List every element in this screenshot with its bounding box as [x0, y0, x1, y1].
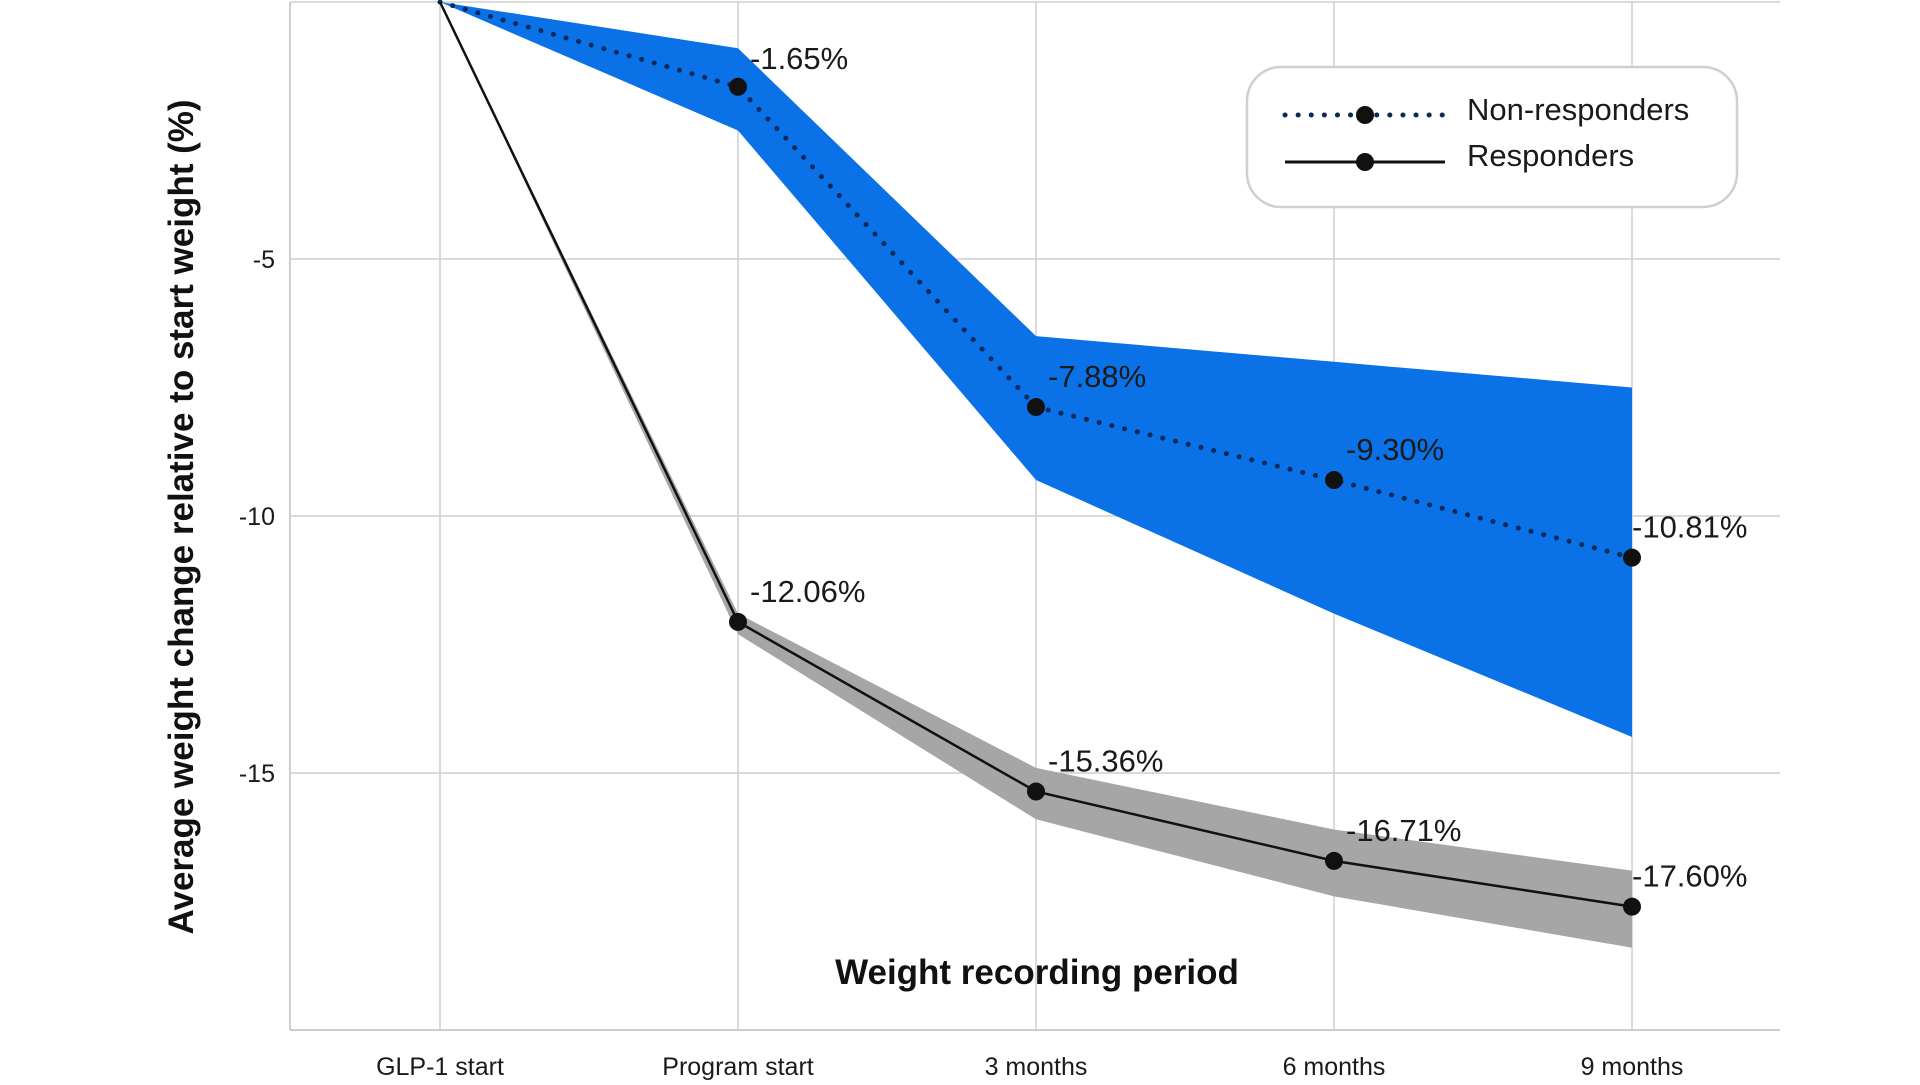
point-non-responders-2 — [1027, 398, 1045, 417]
band-non-responders — [440, 2, 1632, 738]
legend-box — [1245, 65, 1739, 209]
legend-swatch-non-responders-marker — [1356, 106, 1374, 124]
x-tick-label-1: Program start — [662, 1053, 813, 1080]
legend-label-non-responders: Non-responders — [1467, 92, 1689, 127]
data-label-responders-3: -16.71% — [1346, 813, 1461, 848]
point-non-responders-1 — [729, 77, 747, 96]
tick-labels: GLP-1 start Program start 3 months 6 months… — [239, 246, 1684, 1081]
data-labels: -1.65% -7.88% -9.30% -10.81% -12.06% -15.36% -… — [750, 41, 1747, 894]
x-tick-label-3: 6 months — [1283, 1053, 1386, 1080]
point-non-responders-3 — [1325, 471, 1343, 490]
point-responders-3 — [1325, 851, 1343, 870]
data-label-non-responders-4: -10.81% — [1632, 510, 1747, 545]
data-label-responders-4: -17.60% — [1632, 859, 1747, 894]
data-label-non-responders-3: -9.30% — [1346, 432, 1444, 467]
point-responders-4 — [1623, 897, 1641, 916]
y-tick-label-2: -15 — [239, 760, 275, 788]
x-axis-title: Weight recording period — [835, 953, 1239, 992]
x-tick-label-2: 3 months — [985, 1053, 1088, 1080]
x-tick-label-4: 9 months — [1581, 1053, 1684, 1080]
legend: Non-responders Responders — [1245, 65, 1739, 209]
data-label-responders-1: -12.06% — [750, 574, 865, 609]
series-points — [729, 77, 1641, 916]
data-label-non-responders-1: -1.65% — [750, 41, 848, 76]
y-tick-label-1: -10 — [239, 503, 275, 531]
y-axis-title: Average weight change relative to start … — [162, 99, 201, 934]
legend-label-responders: Responders — [1467, 138, 1634, 173]
point-non-responders-4 — [1623, 548, 1641, 567]
point-responders-1 — [729, 612, 747, 631]
confidence-bands — [440, 2, 1632, 948]
point-responders-2 — [1027, 782, 1045, 801]
legend-swatch-responders-marker — [1356, 153, 1374, 171]
y-tick-label-0: -5 — [253, 246, 275, 274]
data-label-responders-2: -15.36% — [1048, 744, 1163, 779]
x-tick-label-0: GLP-1 start — [376, 1053, 504, 1080]
data-label-non-responders-2: -7.88% — [1048, 359, 1146, 394]
